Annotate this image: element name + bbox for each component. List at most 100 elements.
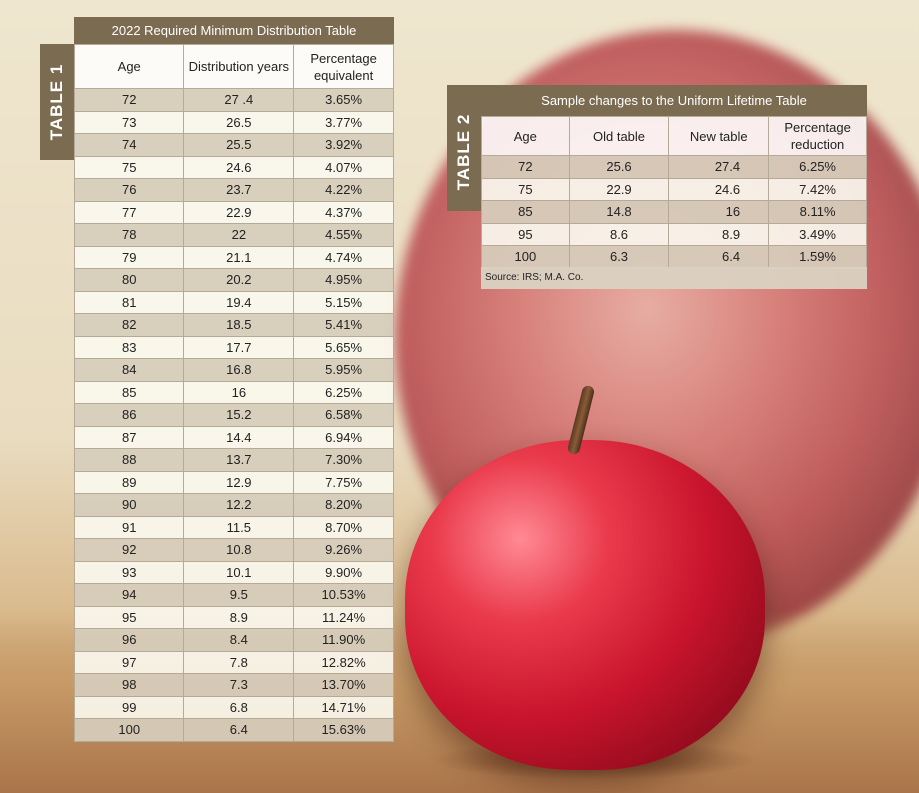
table-cell: 14.8: [568, 200, 670, 224]
column-header-distribution-years: Distribution years: [183, 44, 295, 89]
table-cell: 8.20%: [293, 493, 394, 517]
column-header-percentage-reduction: Percentage reduction: [768, 116, 867, 156]
table-cell: 76: [73, 178, 185, 202]
table-cell: 18.5: [183, 313, 295, 337]
table-cell: 4.07%: [293, 155, 394, 179]
table1-title: 2022 Required Minimum Distribution Table: [74, 17, 394, 44]
table-cell: 5.95%: [293, 358, 394, 382]
table-cell: 10.53%: [293, 583, 394, 607]
table-row: 87 14.4 6.94%: [73, 425, 394, 449]
table-cell: 80: [73, 268, 185, 292]
table2-title: Sample changes to the Uniform Lifetime T…: [481, 85, 867, 116]
table-cell: 85: [481, 200, 570, 224]
table-cell: 5.41%: [293, 313, 394, 337]
table-cell: 86: [73, 403, 185, 427]
table-cell: 6.4: [183, 718, 295, 742]
table-row: 81 19.4 5.15%: [73, 290, 394, 314]
table-cell: 22: [183, 223, 295, 247]
table-cell: 22.9: [183, 200, 295, 224]
table-cell: 75: [481, 177, 570, 201]
table-cell: 23.7: [183, 178, 295, 202]
apple-image: [405, 440, 765, 770]
table-row: 85 16 6.25%: [73, 380, 394, 404]
table-cell: 25.5: [183, 133, 295, 157]
table-cell: 94: [73, 583, 185, 607]
table-row: 76 23.7 4.22%: [73, 178, 394, 202]
table-row: 77 22.9 4.37%: [73, 200, 394, 224]
rmd-table: Age Distribution years Percentage equiva…: [73, 44, 394, 742]
table-cell: 16: [668, 200, 770, 224]
table-cell: 72: [73, 88, 185, 112]
table-cell: 87: [73, 425, 185, 449]
table-cell: 1.59%: [768, 245, 867, 269]
table-row: 92 10.8 9.26%: [73, 538, 394, 562]
table-row: 83 17.7 5.65%: [73, 335, 394, 359]
column-header-new-table: New table: [668, 116, 770, 156]
table-cell: 88: [73, 448, 185, 472]
table2-side-label: TABLE 2: [454, 113, 473, 191]
table-row: 78 22 4.55%: [73, 223, 394, 247]
table-row: 99 6.8 14.71%: [73, 695, 394, 719]
column-header-age: Age: [73, 44, 185, 89]
table-cell: 3.77%: [293, 110, 394, 134]
table-cell: 8.9: [183, 605, 295, 629]
table-cell: 12.9: [183, 470, 295, 494]
table-cell: 73: [73, 110, 185, 134]
column-header-old-table: Old table: [568, 116, 670, 156]
table-cell: 11.90%: [293, 628, 394, 652]
table-cell: 27.4: [668, 155, 770, 179]
table-cell: 24.6: [183, 155, 295, 179]
table-cell: 6.25%: [768, 155, 867, 179]
table-cell: 20.2: [183, 268, 295, 292]
table-cell: 16.8: [183, 358, 295, 382]
table-cell: 6.4: [668, 245, 770, 269]
table-row: 89 12.9 7.75%: [73, 470, 394, 494]
table-cell: 6.25%: [293, 380, 394, 404]
table-cell: 77: [73, 200, 185, 224]
table-cell: 4.74%: [293, 245, 394, 269]
source-note: Source: IRS; M.A. Co.: [481, 267, 867, 289]
table-cell: 75: [73, 155, 185, 179]
table-cell: 6.58%: [293, 403, 394, 427]
table-cell: 13.7: [183, 448, 295, 472]
table-cell: 14.4: [183, 425, 295, 449]
table-cell: 4.22%: [293, 178, 394, 202]
table-cell: 15.2: [183, 403, 295, 427]
table-cell: 8.11%: [768, 200, 867, 224]
table-cell: 15.63%: [293, 718, 394, 742]
table-cell: 72: [481, 155, 570, 179]
table-cell: 7.75%: [293, 470, 394, 494]
table-cell: 11.24%: [293, 605, 394, 629]
table-cell: 84: [73, 358, 185, 382]
table-cell: 6.8: [183, 695, 295, 719]
table-cell: 81: [73, 290, 185, 314]
table-cell: 13.70%: [293, 673, 394, 697]
table-cell: 11.5: [183, 515, 295, 539]
table-row: 86 15.2 6.58%: [73, 403, 394, 427]
table-row: 85 14.8 16 8.11%: [481, 200, 867, 224]
table-row: 75 24.6 4.07%: [73, 155, 394, 179]
lifetime-changes-table: Age Old table New table Percentage reduc…: [481, 116, 867, 269]
table-cell: 12.82%: [293, 650, 394, 674]
table-cell: 100: [481, 245, 570, 269]
table-cell: 4.55%: [293, 223, 394, 247]
table-row: 73 26.5 3.77%: [73, 110, 394, 134]
table-cell: 7.42%: [768, 177, 867, 201]
table-cell: 9.90%: [293, 560, 394, 584]
table-row: 96 8.4 11.90%: [73, 628, 394, 652]
table-cell: 4.95%: [293, 268, 394, 292]
table-cell: 92: [73, 538, 185, 562]
table-row: 100 6.3 6.4 1.59%: [481, 245, 867, 269]
table-cell: 5.15%: [293, 290, 394, 314]
table-cell: 16: [183, 380, 295, 404]
table-cell: 3.92%: [293, 133, 394, 157]
table-cell: 93: [73, 560, 185, 584]
table-row: 91 11.5 8.70%: [73, 515, 394, 539]
apple-shadow: [430, 740, 760, 780]
table-cell: 74: [73, 133, 185, 157]
table-row: 84 16.8 5.95%: [73, 358, 394, 382]
table-cell: 7.3: [183, 673, 295, 697]
table-cell: 7.8: [183, 650, 295, 674]
table-cell: 25.6: [568, 155, 670, 179]
table-cell: 19.4: [183, 290, 295, 314]
